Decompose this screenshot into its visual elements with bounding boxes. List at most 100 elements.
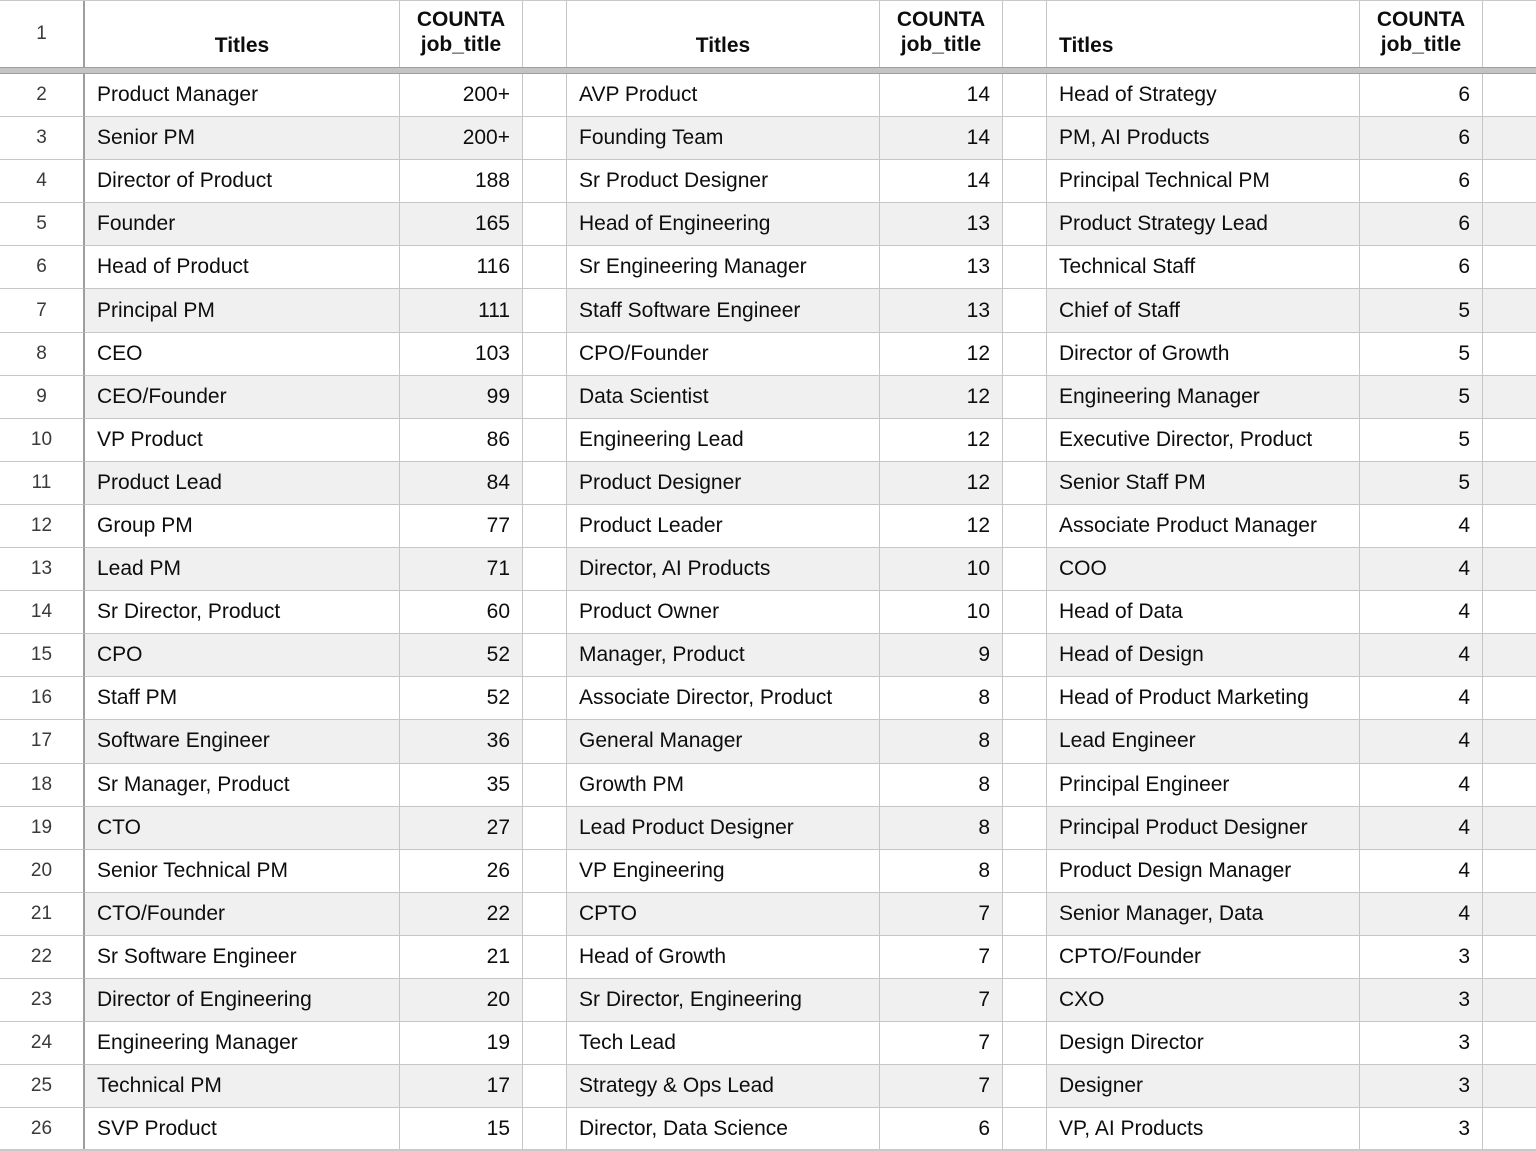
count-cell-group3[interactable]: 4 — [1360, 634, 1483, 678]
header-count-group3[interactable]: COUNTA job_title — [1360, 1, 1483, 67]
count-cell-group1[interactable]: 111 — [400, 289, 523, 333]
gap-cell[interactable] — [523, 548, 567, 592]
gap-cell[interactable] — [1003, 1108, 1047, 1149]
gap-cell[interactable] — [523, 74, 567, 118]
count-cell-group2[interactable]: 12 — [880, 504, 1003, 549]
gap-cell[interactable] — [523, 849, 567, 893]
row-number-cell[interactable]: 11 — [0, 461, 85, 505]
row-number-cell[interactable]: 24 — [0, 1022, 85, 1066]
title-cell-group1[interactable]: Technical PM — [85, 1065, 400, 1109]
count-cell-group2[interactable]: 8 — [880, 806, 1003, 850]
gap-cell[interactable] — [523, 160, 567, 204]
count-cell-group2[interactable]: 8 — [880, 849, 1003, 893]
title-cell-group1[interactable]: Director of Engineering — [85, 978, 400, 1023]
gap-cell[interactable] — [523, 332, 567, 376]
count-cell-group3[interactable]: 6 — [1360, 203, 1483, 247]
title-cell-group2[interactable]: Director, Data Science — [567, 1108, 880, 1149]
tail-cell[interactable] — [1483, 892, 1536, 936]
title-cell-group3[interactable]: Designer — [1047, 1065, 1360, 1109]
count-cell-group2[interactable]: 13 — [880, 289, 1003, 333]
gap-cell[interactable] — [523, 892, 567, 936]
gap-cell[interactable] — [1003, 74, 1047, 118]
title-cell-group3[interactable]: Senior Manager, Data — [1047, 892, 1360, 936]
title-cell-group3[interactable]: Director of Growth — [1047, 332, 1360, 376]
count-cell-group1[interactable]: 71 — [400, 548, 523, 592]
gap-cell[interactable] — [523, 504, 567, 549]
title-cell-group3[interactable]: Principal Technical PM — [1047, 160, 1360, 204]
title-cell-group3[interactable]: Engineering Manager — [1047, 375, 1360, 419]
count-cell-group3[interactable]: 4 — [1360, 504, 1483, 549]
row-number-cell[interactable]: 13 — [0, 548, 85, 592]
count-cell-group1[interactable]: 200+ — [400, 117, 523, 161]
count-cell-group2[interactable]: 14 — [880, 74, 1003, 118]
count-cell-group1[interactable]: 99 — [400, 375, 523, 419]
count-cell-group1[interactable]: 36 — [400, 720, 523, 764]
row-number-cell[interactable]: 2 — [0, 74, 85, 118]
header-titles-group3[interactable]: Titles — [1047, 1, 1360, 67]
tail-cell[interactable] — [1483, 289, 1536, 333]
count-cell-group3[interactable]: 4 — [1360, 806, 1483, 850]
count-cell-group3[interactable]: 4 — [1360, 548, 1483, 592]
count-cell-group3[interactable]: 4 — [1360, 720, 1483, 764]
gap-cell[interactable] — [1003, 935, 1047, 979]
gap-cell[interactable] — [1003, 806, 1047, 850]
title-cell-group3[interactable]: Product Strategy Lead — [1047, 203, 1360, 247]
gap-cell[interactable] — [523, 806, 567, 850]
count-cell-group1[interactable]: 26 — [400, 849, 523, 893]
title-cell-group2[interactable]: Sr Director, Engineering — [567, 978, 880, 1023]
gap-cell[interactable] — [523, 720, 567, 764]
title-cell-group3[interactable]: Head of Data — [1047, 591, 1360, 635]
gap-cell[interactable] — [523, 375, 567, 419]
tail-cell[interactable] — [1483, 935, 1536, 979]
title-cell-group2[interactable]: Associate Director, Product — [567, 677, 880, 721]
count-cell-group2[interactable]: 9 — [880, 634, 1003, 678]
gap-cell[interactable] — [523, 117, 567, 161]
count-cell-group1[interactable]: 21 — [400, 935, 523, 979]
count-cell-group2[interactable]: 12 — [880, 418, 1003, 462]
count-cell-group1[interactable]: 188 — [400, 160, 523, 204]
count-cell-group2[interactable]: 8 — [880, 720, 1003, 764]
title-cell-group2[interactable]: Lead Product Designer — [567, 806, 880, 850]
gap-cell[interactable] — [523, 763, 567, 807]
count-cell-group3[interactable]: 6 — [1360, 160, 1483, 204]
title-cell-group2[interactable]: Sr Engineering Manager — [567, 246, 880, 290]
tail-cell[interactable] — [1483, 332, 1536, 376]
gap-cell[interactable] — [523, 1022, 567, 1066]
gap-cell[interactable] — [523, 634, 567, 678]
gap-cell[interactable] — [523, 203, 567, 247]
gap-cell[interactable] — [1003, 720, 1047, 764]
count-cell-group3[interactable]: 6 — [1360, 117, 1483, 161]
title-cell-group3[interactable]: Executive Director, Product — [1047, 418, 1360, 462]
tail-cell[interactable] — [1483, 461, 1536, 505]
title-cell-group1[interactable]: CEO — [85, 332, 400, 376]
row-number-cell[interactable]: 7 — [0, 289, 85, 333]
count-cell-group1[interactable]: 17 — [400, 1065, 523, 1109]
count-cell-group3[interactable]: 3 — [1360, 978, 1483, 1023]
title-cell-group2[interactable]: Head of Growth — [567, 935, 880, 979]
tail-cell[interactable] — [1483, 548, 1536, 592]
row-number-cell[interactable]: 25 — [0, 1065, 85, 1109]
gap-cell[interactable] — [1003, 1022, 1047, 1066]
count-cell-group1[interactable]: 84 — [400, 461, 523, 505]
gap-cell[interactable] — [1003, 375, 1047, 419]
title-cell-group3[interactable]: CPTO/Founder — [1047, 935, 1360, 979]
row-number-cell[interactable]: 14 — [0, 591, 85, 635]
count-cell-group1[interactable]: 52 — [400, 634, 523, 678]
title-cell-group1[interactable]: VP Product — [85, 418, 400, 462]
count-cell-group2[interactable]: 8 — [880, 677, 1003, 721]
title-cell-group3[interactable]: Chief of Staff — [1047, 289, 1360, 333]
gap-cell[interactable] — [523, 418, 567, 462]
title-cell-group2[interactable]: General Manager — [567, 720, 880, 764]
count-cell-group2[interactable]: 7 — [880, 892, 1003, 936]
row-number-cell[interactable]: 1 — [0, 1, 85, 67]
title-cell-group3[interactable]: COO — [1047, 548, 1360, 592]
count-cell-group3[interactable]: 4 — [1360, 677, 1483, 721]
title-cell-group3[interactable]: Head of Product Marketing — [1047, 677, 1360, 721]
gap-cell[interactable] — [1003, 849, 1047, 893]
title-cell-group1[interactable]: Senior PM — [85, 117, 400, 161]
title-cell-group3[interactable]: Head of Strategy — [1047, 74, 1360, 118]
gap-cell[interactable] — [1003, 246, 1047, 290]
count-cell-group2[interactable]: 14 — [880, 160, 1003, 204]
title-cell-group1[interactable]: Engineering Manager — [85, 1022, 400, 1066]
tail-cell[interactable] — [1483, 504, 1536, 549]
